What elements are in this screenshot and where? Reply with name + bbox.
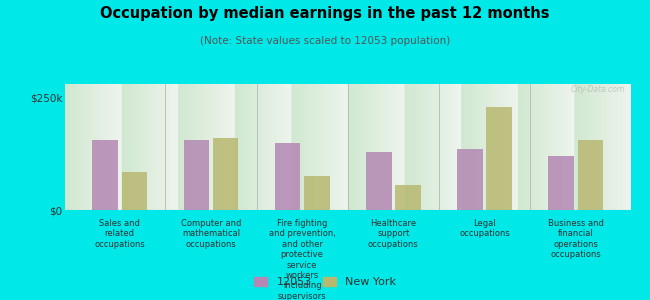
Text: Legal
occupations: Legal occupations — [459, 219, 510, 239]
Bar — [578, 140, 603, 210]
Text: Computer and
mathematical
occupations: Computer and mathematical occupations — [181, 219, 241, 249]
Bar — [304, 176, 330, 210]
Text: City-Data.com: City-Data.com — [571, 85, 625, 94]
Bar — [92, 140, 118, 210]
Bar — [549, 156, 574, 210]
Bar — [366, 152, 391, 210]
Text: Fire fighting
and prevention,
and other
protective
service
workers
including
sup: Fire fighting and prevention, and other … — [268, 219, 335, 300]
Bar — [183, 140, 209, 210]
Text: Occupation by median earnings in the past 12 months: Occupation by median earnings in the pas… — [100, 6, 550, 21]
Bar — [275, 142, 300, 210]
Bar — [122, 172, 147, 210]
Bar — [395, 185, 421, 210]
Legend: 12053, New York: 12053, New York — [250, 272, 400, 291]
Text: Healthcare
support
occupations: Healthcare support occupations — [368, 219, 419, 249]
Text: Sales and
related
occupations: Sales and related occupations — [94, 219, 145, 249]
Bar — [213, 138, 239, 210]
Bar — [457, 149, 483, 210]
Text: Business and
financial
operations
occupations: Business and financial operations occupa… — [548, 219, 604, 259]
Text: (Note: State values scaled to 12053 population): (Note: State values scaled to 12053 popu… — [200, 36, 450, 46]
Bar — [486, 106, 512, 210]
